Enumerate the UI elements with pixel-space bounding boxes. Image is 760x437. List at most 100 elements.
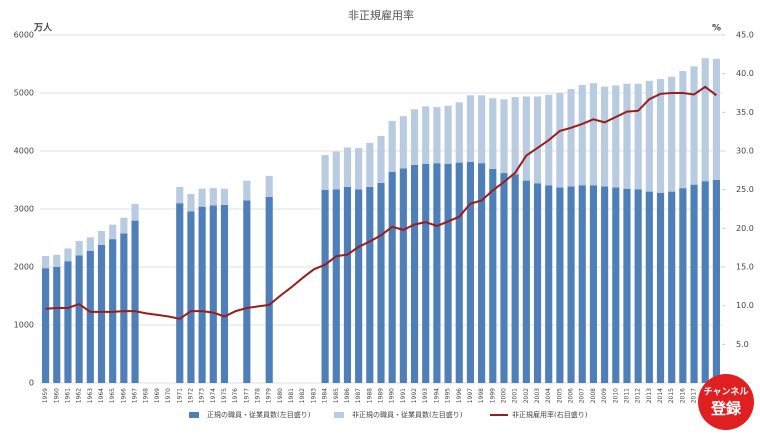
bar (545, 185, 553, 383)
y2-tick-label: 10.0 (736, 301, 754, 310)
bar (388, 120, 396, 172)
x-tick-label: 1975 (221, 388, 228, 403)
x-tick-label: 1997 (467, 388, 474, 403)
bar (567, 186, 575, 383)
bar (366, 186, 374, 383)
bar (410, 164, 419, 383)
bar (656, 192, 665, 383)
x-tick-label: 1969 (154, 388, 161, 403)
x-tick-label: 1993 (422, 388, 429, 403)
y2-tick-label: 25.0 (736, 185, 754, 194)
bar (634, 189, 642, 383)
bar (131, 220, 139, 383)
x-tick-label: 1961 (64, 388, 71, 403)
badge-text[interactable]: チャンネル (704, 387, 749, 398)
line (45, 85, 718, 320)
x-tick-label: 1994 (433, 388, 440, 403)
bar (589, 83, 598, 186)
x-tick-label: 1973 (199, 388, 206, 403)
bar (578, 185, 586, 383)
bar (478, 95, 486, 164)
x-tick-label: 2002 (523, 388, 530, 403)
x-tick-label: 1967 (132, 388, 139, 403)
bar (187, 211, 195, 383)
x-tick-label: 2012 (635, 388, 642, 403)
x-tick-label: 1988 (366, 388, 373, 403)
bar (601, 86, 609, 187)
bar (701, 181, 709, 383)
x-tick-label: 1966 (120, 388, 127, 403)
bar (120, 217, 128, 234)
y-unit: 万人 (33, 22, 53, 34)
bar (645, 191, 653, 383)
bar (75, 255, 83, 383)
bar (410, 109, 419, 165)
x-tick-label: 1989 (378, 388, 385, 403)
bar (466, 95, 475, 163)
x-tick-label: 1999 (489, 388, 496, 403)
bar (243, 200, 251, 383)
x-tick-label: 2016 (679, 388, 686, 403)
x-tick-label: 2004 (545, 388, 552, 403)
bar (478, 163, 486, 383)
x-tick-label: 1982 (299, 388, 306, 403)
x-tick-label: 1964 (98, 388, 105, 403)
legend-label: 正規の職員・従業員数(左目盛り) (207, 410, 311, 419)
bar (265, 175, 273, 197)
bar (578, 84, 586, 186)
bar (668, 76, 676, 192)
bar (42, 268, 50, 383)
y2-tick-label: 40.0 (736, 69, 754, 78)
bar (623, 188, 631, 383)
badge[interactable]: チャンネル 登録 (698, 374, 754, 430)
bar (53, 254, 61, 267)
bar (511, 174, 519, 383)
bar (601, 186, 609, 383)
bar (589, 185, 598, 383)
x-tick-label: 2017 (691, 388, 698, 403)
bar (64, 248, 72, 262)
legend-swatch (334, 412, 344, 418)
bar (64, 261, 72, 383)
x-tick-label: 1971 (176, 388, 183, 403)
y-tick-label: 1000 (14, 321, 34, 330)
bar (86, 237, 94, 251)
x-tick-label: 1974 (210, 388, 217, 403)
bar (321, 189, 329, 383)
x-tick-label: 1965 (109, 388, 116, 403)
x-tick-label: 1972 (187, 388, 194, 403)
bar (511, 97, 519, 175)
bar (455, 102, 463, 163)
bar (388, 171, 396, 383)
bar (42, 255, 50, 269)
bar (243, 180, 251, 201)
y-tick-label: 4000 (14, 147, 34, 156)
badge-circle[interactable] (698, 374, 754, 430)
bar (433, 163, 441, 383)
bar (120, 233, 128, 383)
bar (187, 193, 195, 212)
bar (366, 142, 374, 187)
bar (690, 184, 698, 383)
badge-text[interactable]: 登録 (710, 400, 742, 418)
x-tick-label: 1998 (478, 388, 485, 403)
legend-swatch (189, 412, 199, 418)
bar (332, 189, 340, 383)
bar (109, 224, 117, 240)
x-tick-label: 2014 (657, 388, 664, 403)
x-tick-label: 2000 (500, 388, 507, 403)
bar (131, 203, 139, 221)
bar (444, 105, 452, 164)
bar (422, 106, 430, 164)
y2-unit: % (712, 24, 721, 34)
x-tick-label: 1980 (277, 388, 284, 403)
bar (321, 155, 329, 190)
y2-tick-label: 35.0 (736, 108, 754, 117)
x-tick-label: 2003 (534, 388, 541, 403)
x-tick-label: 1985 (333, 388, 340, 403)
bar (645, 80, 653, 192)
bar (220, 204, 229, 383)
bar (679, 188, 687, 383)
bar (612, 85, 620, 188)
